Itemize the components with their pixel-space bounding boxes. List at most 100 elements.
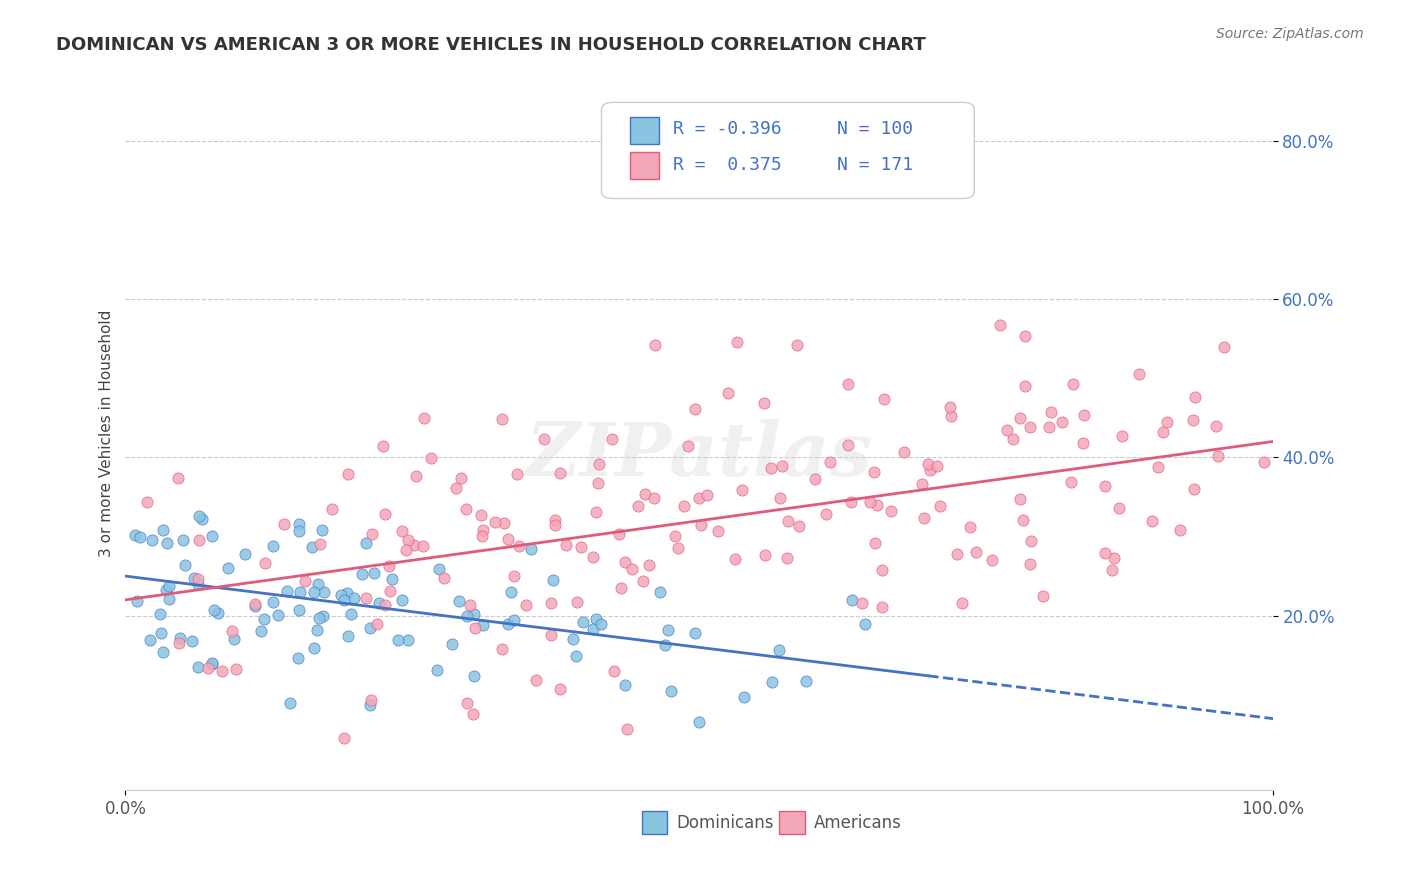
- Point: [402, 538, 425, 552]
- Point: [1060, 475, 1083, 489]
- Point: [634, 487, 657, 501]
- Point: [602, 433, 624, 447]
- Point: [167, 636, 190, 650]
- Point: [138, 633, 160, 648]
- Point: [337, 467, 360, 482]
- Point: [312, 608, 335, 623]
- Point: [287, 650, 309, 665]
- Point: [288, 516, 311, 531]
- Point: [167, 471, 190, 485]
- Point: [471, 523, 494, 537]
- Point: [506, 467, 529, 481]
- Point: [456, 696, 478, 710]
- Point: [381, 572, 404, 586]
- Point: [471, 617, 494, 632]
- Point: [643, 491, 665, 505]
- Point: [288, 603, 311, 617]
- Point: [470, 508, 492, 522]
- Point: [866, 498, 889, 512]
- Point: [1014, 329, 1036, 343]
- Text: Americans: Americans: [814, 814, 901, 831]
- Point: [717, 386, 740, 401]
- Point: [870, 599, 893, 614]
- Point: [1002, 432, 1025, 446]
- Point: [156, 535, 179, 549]
- Bar: [630, 117, 659, 144]
- Point: [250, 624, 273, 639]
- Point: [1062, 377, 1084, 392]
- Point: [280, 696, 302, 710]
- Point: [492, 516, 515, 531]
- Point: [769, 491, 792, 505]
- Point: [690, 518, 713, 533]
- Point: [456, 609, 478, 624]
- Point: [609, 526, 631, 541]
- Point: [965, 544, 987, 558]
- Point: [373, 439, 395, 453]
- Point: [1168, 523, 1191, 537]
- Point: [498, 617, 520, 632]
- Point: [1156, 415, 1178, 429]
- Point: [309, 537, 332, 551]
- Point: [243, 597, 266, 611]
- Point: [187, 533, 209, 548]
- Point: [939, 400, 962, 414]
- Point: [363, 566, 385, 580]
- Point: [614, 678, 637, 692]
- Point: [591, 616, 613, 631]
- Point: [201, 529, 224, 543]
- Point: [201, 657, 224, 672]
- Point: [768, 643, 790, 657]
- Point: [787, 519, 810, 533]
- Point: [588, 457, 610, 471]
- Point: [360, 527, 382, 541]
- Point: [688, 714, 710, 729]
- Point: [366, 616, 388, 631]
- Point: [863, 465, 886, 479]
- Point: [683, 625, 706, 640]
- Point: [1040, 405, 1063, 419]
- Point: [502, 568, 524, 582]
- Point: [312, 584, 335, 599]
- Bar: [630, 153, 659, 179]
- Point: [187, 659, 209, 673]
- Point: [302, 641, 325, 656]
- Point: [657, 623, 679, 637]
- Bar: [641, 811, 666, 834]
- Point: [491, 642, 513, 657]
- Point: [1094, 545, 1116, 559]
- Point: [1208, 449, 1230, 463]
- Point: [197, 661, 219, 675]
- Point: [368, 596, 391, 610]
- Point: [426, 663, 449, 677]
- Point: [217, 561, 239, 575]
- Point: [498, 532, 520, 546]
- Point: [225, 662, 247, 676]
- Point: [155, 583, 177, 598]
- Point: [169, 631, 191, 645]
- Point: [602, 664, 624, 678]
- Point: [1050, 416, 1073, 430]
- Point: [638, 558, 661, 572]
- Point: [288, 585, 311, 599]
- Point: [508, 539, 530, 553]
- Point: [152, 645, 174, 659]
- Point: [1102, 550, 1125, 565]
- Point: [471, 529, 494, 543]
- Point: [610, 582, 633, 596]
- Point: [859, 495, 882, 509]
- Point: [946, 547, 969, 561]
- Point: [308, 611, 330, 625]
- Point: [391, 524, 413, 538]
- Point: [804, 472, 827, 486]
- Point: [1032, 589, 1054, 603]
- Point: [152, 523, 174, 537]
- Point: [990, 318, 1012, 332]
- Point: [818, 455, 841, 469]
- Point: [396, 633, 419, 648]
- Point: [336, 629, 359, 643]
- Point: [911, 476, 934, 491]
- Point: [614, 555, 637, 569]
- Point: [853, 616, 876, 631]
- Point: [461, 707, 484, 722]
